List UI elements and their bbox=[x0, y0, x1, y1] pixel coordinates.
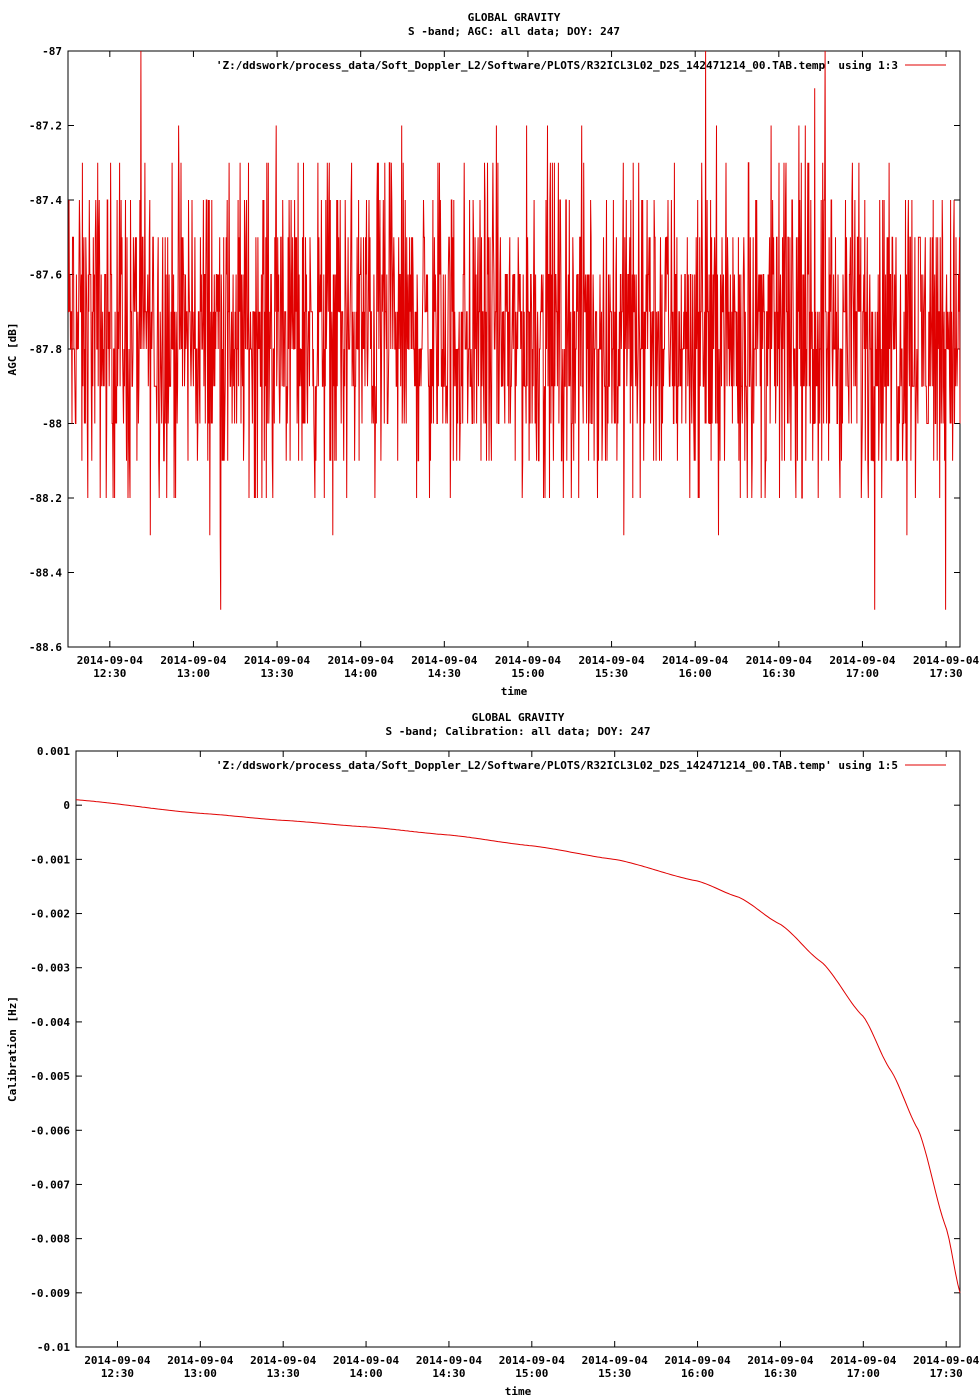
series-line bbox=[75, 799, 961, 1293]
x-tick-date: 2014-09-04 bbox=[582, 1354, 649, 1367]
x-tick-time: 16:00 bbox=[679, 667, 712, 680]
x-axis-label: time bbox=[501, 685, 528, 698]
x-tick-date: 2014-09-04 bbox=[913, 1354, 980, 1367]
y-tick-label: -0.005 bbox=[30, 1070, 70, 1083]
y-tick-label: -88.2 bbox=[29, 492, 62, 505]
y-tick-label: -87.8 bbox=[29, 343, 62, 356]
y-tick-label: -87.6 bbox=[29, 269, 62, 282]
x-tick-date: 2014-09-04 bbox=[829, 654, 896, 667]
y-tick-label: -0.004 bbox=[30, 1016, 70, 1029]
legend-label: 'Z:/ddswork/process_data/Soft_Doppler_L2… bbox=[216, 759, 898, 772]
x-tick-time: 15:30 bbox=[598, 1367, 631, 1380]
x-tick-date: 2014-09-04 bbox=[662, 654, 729, 667]
plot-frame bbox=[75, 750, 961, 1348]
y-tick-label: 0 bbox=[63, 799, 70, 812]
x-tick-time: 16:00 bbox=[681, 1367, 714, 1380]
x-tick-date: 2014-09-04 bbox=[578, 654, 645, 667]
x-tick-time: 13:30 bbox=[267, 1367, 300, 1380]
x-tick-time: 14:30 bbox=[432, 1367, 465, 1380]
series-line bbox=[68, 50, 961, 610]
y-tick-label: -88 bbox=[42, 418, 62, 431]
x-tick-date: 2014-09-04 bbox=[328, 654, 395, 667]
x-tick-time: 12:30 bbox=[101, 1367, 134, 1380]
chart-subtitle: S -band; AGC: all data; DOY: 247 bbox=[408, 25, 620, 38]
y-tick-label: -88.4 bbox=[29, 567, 62, 580]
x-tick-date: 2014-09-04 bbox=[411, 654, 478, 667]
x-tick-time: 14:00 bbox=[350, 1367, 383, 1380]
y-tick-label: -0.008 bbox=[30, 1233, 70, 1246]
y-tick-label: -0.003 bbox=[30, 962, 70, 975]
x-tick-time: 16:30 bbox=[764, 1367, 797, 1380]
y-tick-label: -87 bbox=[42, 45, 62, 58]
y-axis-label: AGC [dB] bbox=[6, 323, 19, 376]
x-tick-time: 17:00 bbox=[846, 667, 879, 680]
x-tick-time: 17:30 bbox=[930, 1367, 963, 1380]
x-tick-date: 2014-09-04 bbox=[830, 1354, 897, 1367]
x-tick-date: 2014-09-04 bbox=[747, 1354, 814, 1367]
y-tick-label: -0.002 bbox=[30, 908, 70, 921]
x-tick-date: 2014-09-04 bbox=[913, 654, 980, 667]
x-tick-date: 2014-09-04 bbox=[77, 654, 144, 667]
x-tick-time: 17:30 bbox=[930, 667, 963, 680]
x-tick-time: 14:30 bbox=[428, 667, 461, 680]
chart-title: GLOBAL GRAVITY bbox=[468, 11, 561, 24]
x-tick-time: 15:00 bbox=[515, 1367, 548, 1380]
x-tick-date: 2014-09-04 bbox=[244, 654, 311, 667]
y-tick-label: 0.001 bbox=[37, 745, 70, 758]
x-tick-time: 13:00 bbox=[177, 667, 210, 680]
x-tick-date: 2014-09-04 bbox=[160, 654, 227, 667]
x-tick-date: 2014-09-04 bbox=[499, 1354, 566, 1367]
y-tick-label: -0.001 bbox=[30, 853, 70, 866]
x-tick-time: 14:00 bbox=[344, 667, 377, 680]
x-tick-time: 15:00 bbox=[511, 667, 544, 680]
y-axis-label: Calibration [Hz] bbox=[6, 996, 19, 1102]
x-tick-date: 2014-09-04 bbox=[746, 654, 813, 667]
x-tick-time: 17:00 bbox=[847, 1367, 880, 1380]
x-tick-date: 2014-09-04 bbox=[250, 1354, 317, 1367]
chart-subtitle: S -band; Calibration: all data; DOY: 247 bbox=[386, 725, 651, 738]
x-tick-date: 2014-09-04 bbox=[84, 1354, 151, 1367]
legend-label: 'Z:/ddswork/process_data/Soft_Doppler_L2… bbox=[216, 59, 898, 72]
y-tick-label: -0.007 bbox=[30, 1178, 70, 1191]
y-tick-label: -87.4 bbox=[29, 194, 62, 207]
x-tick-date: 2014-09-04 bbox=[664, 1354, 731, 1367]
y-tick-label: -87.2 bbox=[29, 120, 62, 133]
x-tick-time: 13:00 bbox=[184, 1367, 217, 1380]
x-tick-time: 13:30 bbox=[261, 667, 294, 680]
x-tick-time: 15:30 bbox=[595, 667, 628, 680]
y-tick-label: -0.009 bbox=[30, 1287, 70, 1300]
x-tick-time: 16:30 bbox=[762, 667, 795, 680]
x-tick-date: 2014-09-04 bbox=[416, 1354, 483, 1367]
x-tick-date: 2014-09-04 bbox=[167, 1354, 234, 1367]
y-tick-label: -88.6 bbox=[29, 641, 62, 654]
x-tick-date: 2014-09-04 bbox=[333, 1354, 400, 1367]
x-tick-time: 12:30 bbox=[93, 667, 126, 680]
x-axis-label: time bbox=[505, 1385, 532, 1398]
x-tick-date: 2014-09-04 bbox=[495, 654, 562, 667]
chart-title: GLOBAL GRAVITY bbox=[472, 711, 565, 724]
y-tick-label: -0.006 bbox=[30, 1124, 70, 1137]
y-tick-label: -0.01 bbox=[37, 1341, 70, 1354]
